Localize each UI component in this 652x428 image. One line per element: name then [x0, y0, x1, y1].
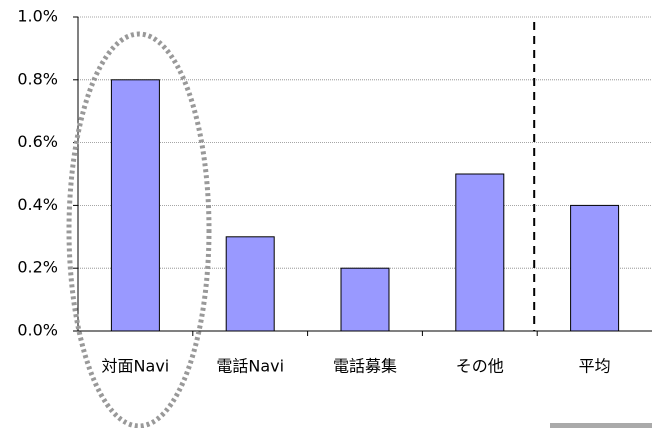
y-tick-label: 1.0%: [17, 7, 58, 26]
highlight-ellipse: [66, 31, 212, 428]
y-tick-label: 0.0%: [17, 321, 58, 340]
x-tick-label: 対面Navi: [102, 357, 170, 376]
x-tick-label: その他: [456, 357, 504, 376]
bar: [570, 204, 620, 332]
y-tick-label: 0.8%: [17, 69, 58, 88]
x-tick-label: 電話Navi: [216, 357, 284, 376]
y-tick-label: 0.2%: [17, 258, 58, 277]
y-tick-label: 0.4%: [17, 195, 58, 214]
y-tick-label: 0.6%: [17, 132, 58, 151]
scrollbar: [550, 423, 652, 428]
bar: [225, 236, 275, 332]
x-tick-label: 電話募集: [333, 357, 397, 376]
bar: [110, 79, 160, 332]
x-tick-label: 平均: [579, 357, 611, 376]
bar: [455, 173, 505, 332]
bar: [340, 267, 390, 332]
